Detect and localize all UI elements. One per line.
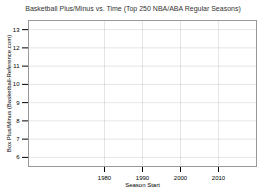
svg-text:6: 6 <box>16 154 20 160</box>
svg-text:13: 13 <box>13 27 20 33</box>
svg-text:11: 11 <box>13 63 20 69</box>
svg-text:2000: 2000 <box>174 175 188 181</box>
svg-text:2010: 2010 <box>212 175 226 181</box>
svg-text:10: 10 <box>13 81 20 87</box>
svg-text:8: 8 <box>16 118 20 124</box>
svg-text:1980: 1980 <box>98 175 112 181</box>
svg-text:Box Plus/Minus (Basketball-Ref: Box Plus/Minus (Basketball-Reference.com… <box>6 35 12 152</box>
svg-text:1990: 1990 <box>136 175 150 181</box>
html-text:Basketball Plus/Minus vs. Time: Basketball Plus/Minus vs. Time (Top 250 … <box>25 5 241 12</box>
svg-text:7: 7 <box>16 136 20 142</box>
svg-text:12: 12 <box>13 45 20 51</box>
svg-text:Season Start: Season Start <box>125 182 160 188</box>
svg-text:9: 9 <box>16 100 20 106</box>
